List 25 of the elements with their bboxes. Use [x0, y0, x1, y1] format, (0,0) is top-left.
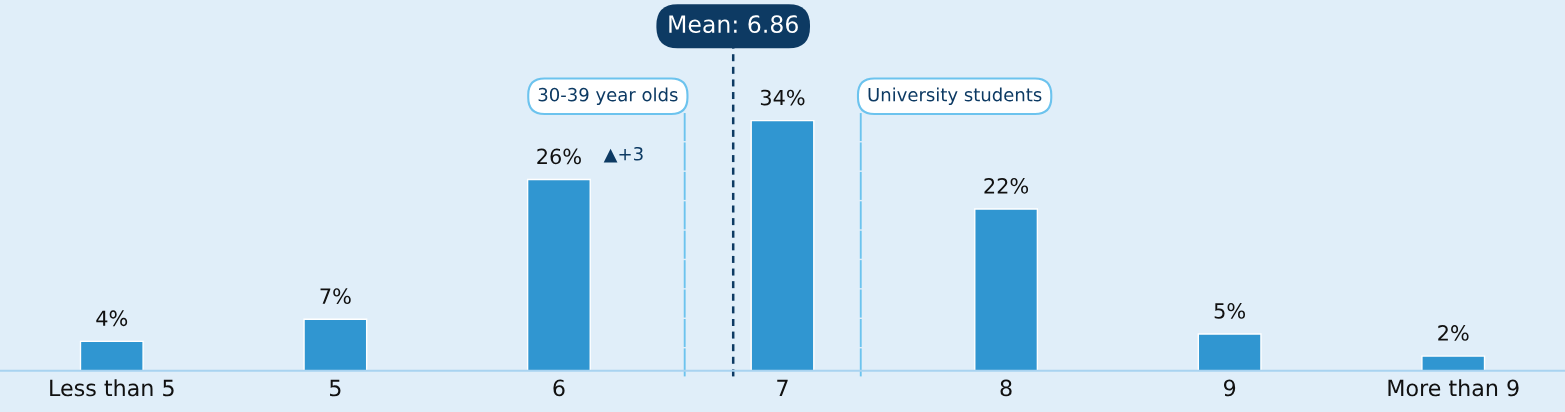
bar	[1421, 355, 1486, 371]
text: University students	[868, 87, 1042, 105]
bar	[526, 178, 591, 371]
data-label: 5%	[1214, 303, 1246, 319]
bar	[750, 119, 815, 371]
x-tick-label: 7	[777, 379, 788, 397]
x-tick-label: 5	[330, 379, 341, 397]
bar	[79, 340, 144, 371]
data-label: 7%	[320, 288, 351, 305]
text: Mean: 6.86	[669, 15, 798, 34]
annotation: ▲+3	[603, 146, 643, 163]
data-label: 4%	[96, 310, 128, 327]
data-label: 22%	[984, 177, 1029, 194]
x-tick-label: More than 9	[1388, 379, 1519, 397]
x-tick-label: Less than 5	[50, 379, 174, 397]
x-tick-label: 9	[1223, 379, 1236, 397]
data-label: 2%	[1438, 325, 1469, 341]
x-tick-label: 6	[553, 379, 565, 397]
bar	[303, 318, 368, 371]
bar	[1197, 333, 1262, 371]
data-label: 34%	[760, 89, 805, 106]
text: 30-39 year olds	[538, 87, 678, 105]
x-tick-label: 8	[1000, 379, 1012, 397]
bar	[974, 208, 1039, 371]
data-label: 26%	[537, 148, 581, 165]
